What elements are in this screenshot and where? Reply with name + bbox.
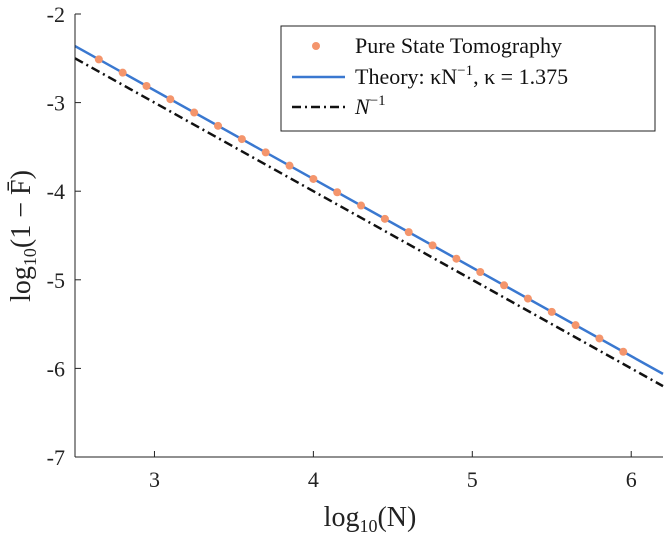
- data-point: [285, 161, 294, 170]
- y-tick-group: -2 -3 -4 -5 -6 -7: [47, 2, 81, 470]
- data-point: [523, 294, 532, 303]
- data-point: [237, 135, 246, 144]
- legend-label-theory: Theory: κN−1, κ = 1.375: [355, 63, 568, 89]
- data-point: [547, 307, 556, 316]
- y-tick-label: -5: [47, 268, 65, 293]
- series-points: [94, 55, 628, 356]
- data-point: [166, 95, 175, 104]
- legend: Pure State Tomography Theory: κN−1, κ = …: [280, 25, 656, 132]
- x-tick-label: 6: [626, 467, 637, 492]
- legend-marker-pure-state: [312, 42, 320, 50]
- x-axis-label: log10(N): [324, 502, 417, 535]
- data-point: [595, 334, 604, 343]
- y-axis-label: log10(1 − F̄): [6, 170, 40, 302]
- data-point: [619, 347, 628, 356]
- legend-box: [280, 25, 656, 132]
- data-point: [380, 214, 389, 223]
- data-point: [190, 108, 199, 117]
- data-point: [500, 281, 509, 290]
- data-point: [476, 268, 485, 277]
- legend-label-n-inverse: N−1: [354, 93, 386, 119]
- x-tick-group: 3 4 5 6: [149, 451, 637, 492]
- y-tick-label: -4: [47, 179, 65, 204]
- data-point: [94, 55, 103, 64]
- data-point: [214, 121, 223, 130]
- n-inverse-line: [74, 57, 664, 388]
- data-point: [309, 174, 318, 183]
- y-tick-label: -3: [47, 91, 65, 116]
- data-point: [357, 201, 366, 210]
- data-point: [261, 148, 270, 157]
- y-tick-label: -2: [47, 2, 65, 27]
- data-point: [333, 188, 342, 197]
- data-point: [452, 254, 461, 263]
- data-point: [571, 321, 580, 330]
- legend-label-pure-state: Pure State Tomography: [355, 33, 562, 58]
- data-point: [142, 81, 151, 90]
- y-tick-label: -7: [47, 445, 65, 470]
- data-point: [428, 241, 437, 250]
- y-tick-label: -6: [47, 356, 65, 381]
- data-point: [118, 68, 127, 77]
- x-tick-label: 4: [308, 467, 319, 492]
- x-tick-label: 3: [149, 467, 160, 492]
- x-tick-label: 5: [467, 467, 478, 492]
- data-point: [404, 228, 413, 237]
